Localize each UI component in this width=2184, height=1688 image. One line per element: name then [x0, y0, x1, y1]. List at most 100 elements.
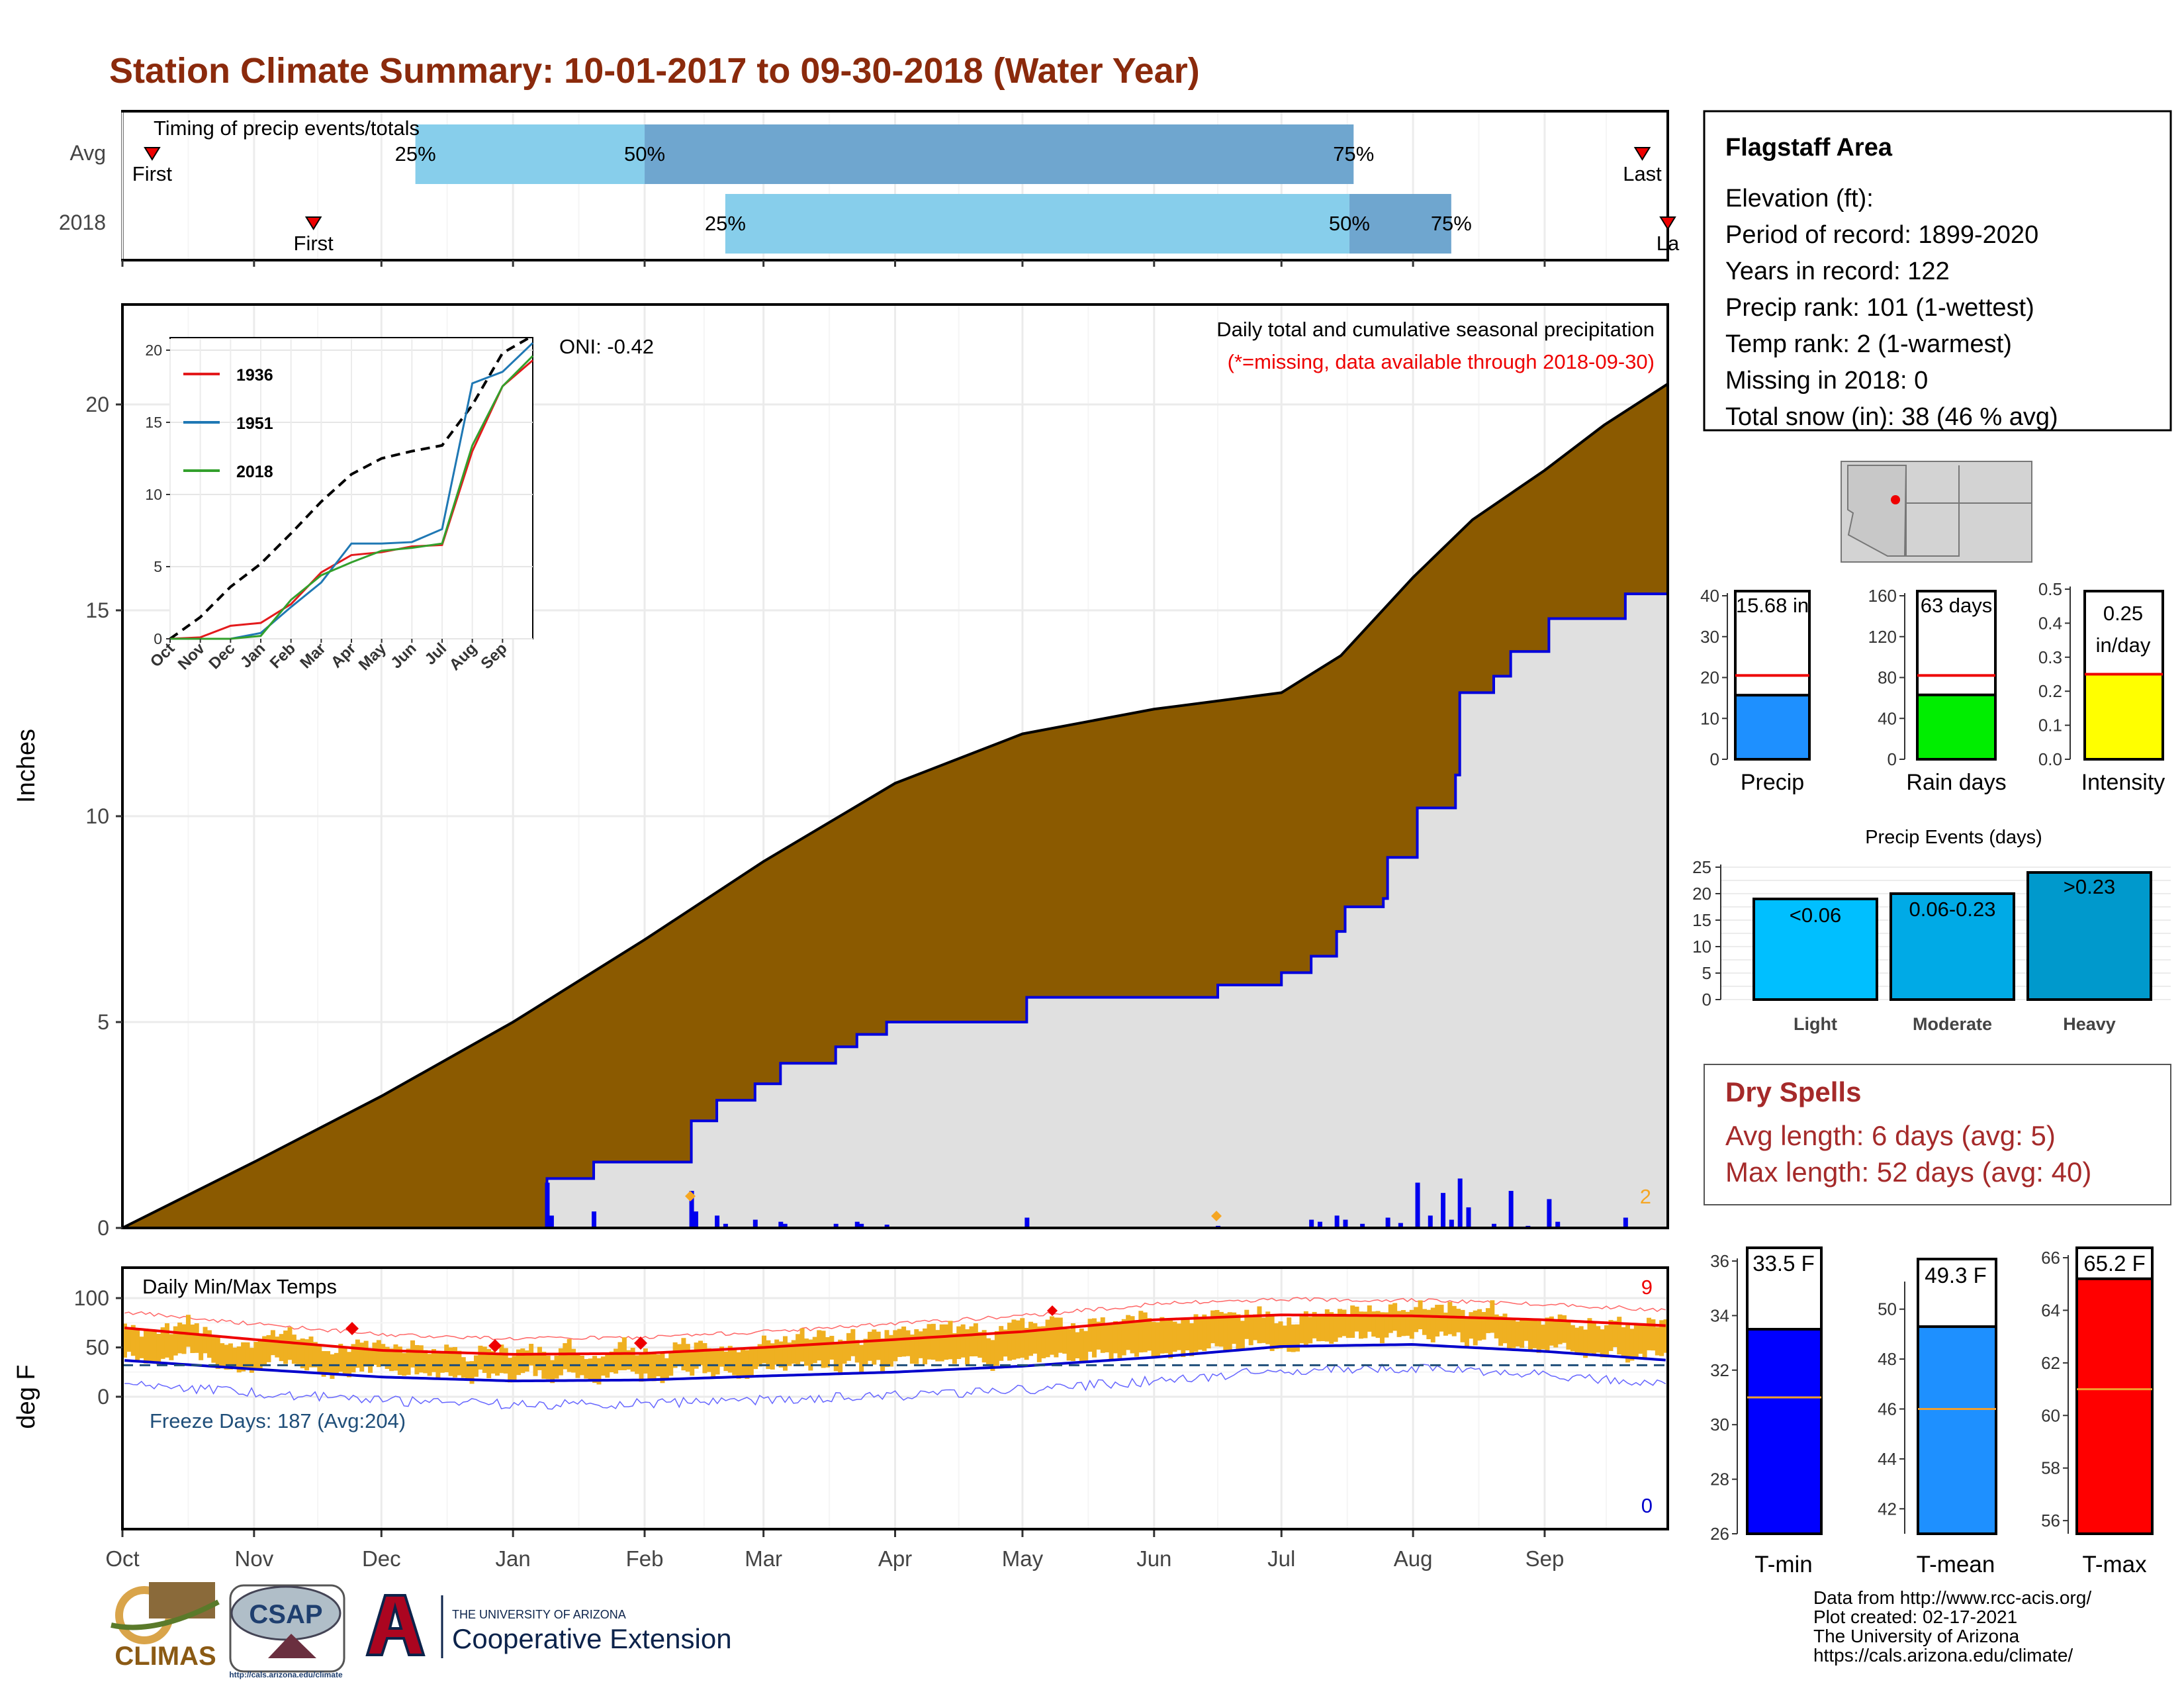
avg-q50-q75-bar — [645, 124, 1354, 184]
temp-bar — [1451, 1305, 1457, 1336]
temp-bar — [194, 1323, 199, 1353]
temp-bar — [749, 1348, 754, 1378]
gauge-bar — [1917, 1325, 1997, 1535]
year-last-label: La — [1657, 232, 1680, 255]
temp-bar — [1041, 1326, 1046, 1358]
temp-bar — [639, 1354, 644, 1382]
temp-y-tick: 50 — [85, 1336, 109, 1360]
temp-bar — [986, 1338, 991, 1364]
daily-precip-bar — [1360, 1223, 1365, 1228]
avg-first-label: First — [132, 162, 173, 185]
temp-bar — [1223, 1313, 1228, 1351]
daily-precip-bar — [1385, 1217, 1390, 1228]
temp-bar — [1527, 1320, 1533, 1350]
temp-bar — [1070, 1323, 1075, 1361]
observed-cumulative-area — [122, 582, 1668, 1228]
temp-bar — [1600, 1329, 1605, 1358]
gauge-tick: 56 — [2041, 1511, 2060, 1530]
year-q25-q50-bar — [725, 194, 1349, 254]
dry-spells-max: Max length: 52 days (avg: 40) — [1725, 1156, 2091, 1188]
daily-precip-bar — [833, 1223, 839, 1228]
temp-bar — [1490, 1300, 1495, 1333]
temp-bar — [1506, 1317, 1512, 1350]
temp-bar — [1498, 1316, 1504, 1346]
gauge-bar — [2083, 673, 2164, 761]
dry-spells-title: Dry Spells — [1725, 1076, 1861, 1107]
gauge-tick: 0.1 — [2038, 716, 2062, 735]
temp-bar — [1663, 1319, 1668, 1353]
station-name: Flagstaff Area — [1725, 134, 1893, 162]
events-y-tick: 20 — [1692, 884, 1711, 904]
temp-bar — [1147, 1318, 1152, 1351]
temp-bar — [1240, 1321, 1245, 1350]
daily-precip-bar — [1024, 1217, 1030, 1228]
temp-bar — [956, 1326, 962, 1360]
temp-bar — [1244, 1309, 1250, 1339]
temp-bar — [439, 1352, 445, 1373]
temp-bar — [698, 1340, 704, 1366]
temp-bar — [1430, 1307, 1435, 1342]
temp-bar — [351, 1344, 356, 1373]
temp-bar — [609, 1351, 614, 1373]
gauge-tick: 64 — [2041, 1300, 2060, 1320]
temp-bar — [148, 1331, 153, 1361]
temp-bar — [385, 1346, 390, 1369]
temp-bar — [1163, 1321, 1169, 1354]
temperature-panel: Daily Min/Max Temps Freeze Days: 187 (Av… — [13, 1266, 1669, 1571]
temp-bar — [448, 1347, 453, 1376]
temp-bar — [664, 1358, 669, 1378]
temp-bar — [1295, 1324, 1300, 1352]
temp-bar — [757, 1344, 762, 1367]
temp-bar — [537, 1346, 542, 1370]
temp-bar — [1024, 1327, 1029, 1360]
temp-bar — [1520, 1319, 1525, 1348]
gauge-tick: 40 — [1878, 708, 1897, 728]
temp-bar — [482, 1346, 487, 1374]
dry-spells-avg: Avg length: 6 days (avg: 5) — [1725, 1120, 2056, 1151]
temp-bar — [169, 1334, 174, 1360]
temp-bar — [579, 1355, 584, 1376]
gauge-tick: 0 — [1710, 749, 1719, 769]
gauge-value: 33.5 F — [1752, 1251, 1815, 1276]
temp-bar — [914, 1329, 919, 1364]
temp-bar — [647, 1354, 653, 1379]
temp-bar — [1617, 1317, 1622, 1355]
gauge-tick: 48 — [1878, 1349, 1897, 1369]
gauge-label: T-max — [2082, 1552, 2147, 1577]
temp-bar — [1066, 1329, 1071, 1361]
temp-bar — [156, 1333, 161, 1365]
temp-bar — [139, 1336, 144, 1358]
station-location-icon — [1891, 495, 1900, 504]
climas-logo-text: CLIMAS — [114, 1642, 216, 1671]
temp-bar — [185, 1315, 191, 1347]
daily-precip-bar — [884, 1225, 889, 1228]
precip-panel: Daily total and cumulative seasonal prec… — [13, 303, 1669, 1240]
temp-bar — [787, 1342, 792, 1366]
inset-1936-line — [169, 359, 533, 640]
temp-bar — [1054, 1317, 1059, 1358]
temp-bar — [694, 1342, 699, 1369]
temp-bar — [1028, 1321, 1034, 1356]
temp-bar — [1367, 1305, 1372, 1332]
temp-bar — [1587, 1318, 1592, 1354]
temp-bar — [1278, 1321, 1283, 1349]
gauge-tick: 40 — [1700, 586, 1719, 606]
month-tick: Jul — [1267, 1546, 1295, 1571]
temp-bar — [626, 1350, 631, 1370]
inset-y-tick: 15 — [145, 414, 162, 431]
gauge-tick: 34 — [1710, 1305, 1729, 1325]
temp-bar — [312, 1342, 318, 1368]
temp-bar — [842, 1340, 847, 1364]
temp-bar — [308, 1336, 314, 1368]
daily-precip-bar — [694, 1211, 699, 1228]
year-q75-label: 75% — [1431, 212, 1472, 235]
temp-bar — [1375, 1311, 1381, 1338]
temp-bar — [499, 1344, 504, 1374]
temp-bar — [478, 1345, 483, 1370]
temp-bar — [490, 1351, 496, 1374]
event-category: Heavy — [2063, 1014, 2116, 1034]
temp-bar — [978, 1332, 983, 1358]
csap-logo-text: CSAP — [249, 1600, 322, 1629]
timing-x-ticks — [121, 260, 1546, 267]
temp-bar — [660, 1352, 665, 1383]
